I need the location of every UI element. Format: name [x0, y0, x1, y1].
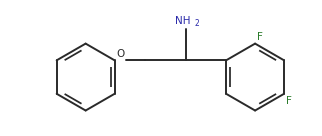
Text: F: F [257, 32, 263, 41]
Text: NH: NH [175, 16, 191, 26]
Text: F: F [286, 96, 292, 106]
Text: O: O [116, 49, 124, 59]
Text: 2: 2 [195, 19, 200, 28]
